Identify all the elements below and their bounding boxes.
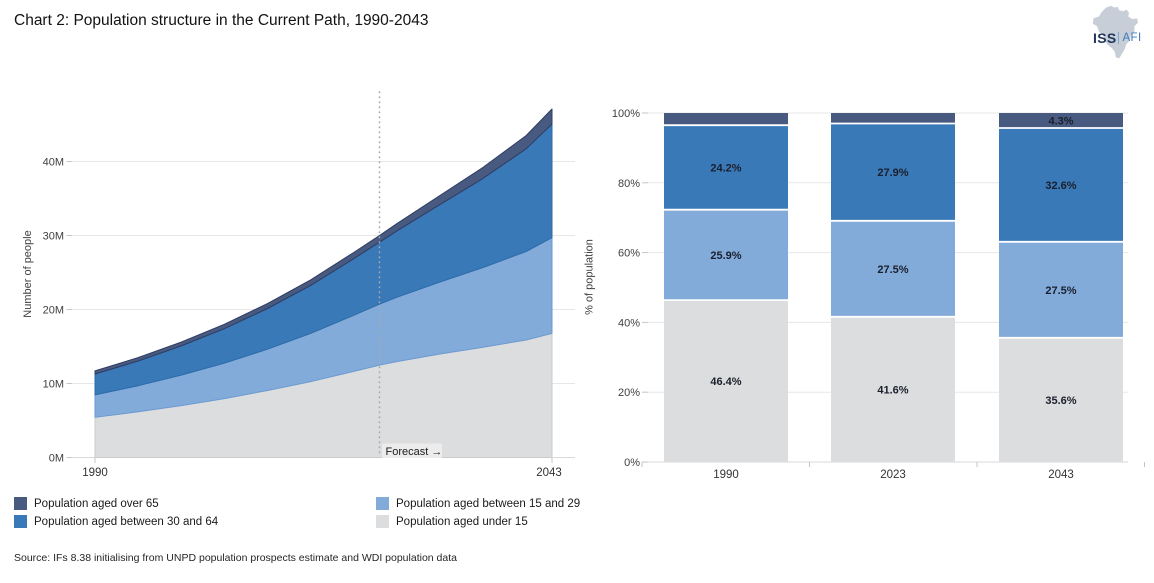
bar-segment-under15-1990 — [664, 300, 788, 462]
iss-afi-logo: ISS AFI — [1086, 5, 1146, 63]
bar-segment-label: 35.6% — [1045, 395, 1076, 407]
y-tick-label: 80% — [618, 178, 640, 190]
legend-item-over65: Population aged over 65 — [14, 497, 376, 510]
y-tick-label: 40M — [43, 157, 64, 169]
y-tick-label: 100% — [612, 108, 640, 120]
legend-item-30-64: Population aged between 30 and 64 — [14, 515, 376, 528]
bar-segment-label: 24.2% — [710, 162, 741, 174]
x-tick-label: 2043 — [536, 467, 562, 479]
x-tick-label: 2043 — [1048, 469, 1074, 481]
legend-item-under15: Population aged under 15 — [376, 515, 580, 528]
area-layer-over65 — [94, 108, 553, 375]
y-tick-label: 30M — [43, 231, 64, 243]
y-tick-label: 0M — [49, 453, 64, 465]
y-tick-label: 10M — [43, 379, 64, 391]
bar-segment-label: 27.5% — [877, 264, 908, 276]
x-tick-label: 1990 — [713, 469, 739, 481]
legend-item-15-29: Population aged between 15 and 29 — [376, 497, 580, 510]
legend-swatch-under15 — [376, 515, 389, 528]
y-tick-label: 60% — [618, 248, 640, 260]
bar-segment-over65-2023 — [831, 113, 955, 124]
bar-segment-label: 25.9% — [710, 250, 741, 262]
y-tick-label: 0% — [624, 457, 640, 469]
x-tick-label: 1990 — [82, 467, 108, 479]
bar-segment-age15_29-1990 — [664, 209, 788, 301]
y-tick-label: 40% — [618, 317, 640, 329]
y-axis-title: % of population — [584, 239, 596, 315]
bar-segment-label: 27.9% — [877, 167, 908, 179]
bar-segment-over65-2043 — [999, 113, 1123, 128]
logo-afi-text: AFI — [1122, 32, 1142, 44]
bar-segment-label: 32.6% — [1045, 180, 1076, 192]
bar-segment-age30_64-1990 — [664, 125, 788, 210]
legend-label: Population aged between 15 and 29 — [396, 497, 581, 510]
logo-divider — [1118, 32, 1120, 44]
bar-segment-label: 41.6% — [877, 384, 908, 396]
legend-label: Population aged under 15 — [396, 515, 528, 528]
bar-segment-label: 4.3% — [1048, 116, 1073, 128]
bar-segment-label: 27.5% — [1045, 285, 1076, 297]
source-note: Source: IFs 8.38 initialising from UNPD … — [14, 552, 457, 564]
legend-swatch-15-29 — [376, 497, 389, 510]
bar-segment-under15-2023 — [831, 316, 955, 462]
legend-label: Population aged between 30 and 64 — [34, 515, 219, 528]
bar-segment-label: 46.4% — [710, 376, 741, 388]
legend-swatch-over65 — [14, 497, 27, 510]
bar-segment-under15-2043 — [999, 337, 1123, 462]
y-tick-label: 20M — [43, 305, 64, 317]
bar-segment-over65-1990 — [664, 113, 788, 126]
logo-text: ISS AFI — [1093, 30, 1142, 46]
legend: Population aged over 65 Population aged … — [14, 497, 580, 528]
logo-iss-text: ISS — [1093, 30, 1117, 46]
legend-swatch-30-64 — [14, 515, 27, 528]
bar-segment-age30_64-2043 — [999, 128, 1123, 242]
forecast-label-bg — [382, 443, 442, 458]
chart-title: Chart 2: Population structure in the Cur… — [14, 12, 429, 29]
x-tick-label: 2023 — [880, 469, 906, 481]
bar-segment-age30_64-2023 — [831, 123, 955, 221]
y-axis-title: Number of people — [22, 230, 34, 317]
legend-label: Population aged over 65 — [34, 497, 159, 510]
bar-segment-age15_29-2043 — [999, 241, 1123, 338]
bar-segment-age15_29-2023 — [831, 220, 955, 317]
forecast-label: Forecast → — [386, 446, 443, 458]
africa-silhouette-icon — [1092, 5, 1138, 59]
y-tick-label: 20% — [618, 387, 640, 399]
